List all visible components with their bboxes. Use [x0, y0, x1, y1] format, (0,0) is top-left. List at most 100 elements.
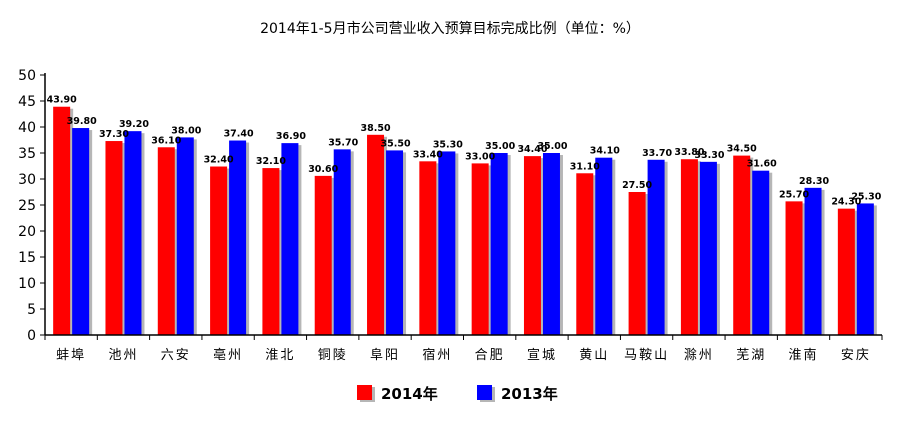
data-label-2013: 33.70	[642, 148, 672, 159]
legend-swatch	[477, 385, 492, 400]
data-label-2013: 34.10	[590, 146, 620, 157]
bar-red	[471, 163, 489, 335]
data-label-2014: 31.10	[570, 161, 600, 172]
bar-blue	[595, 157, 613, 335]
bar-red	[262, 168, 280, 335]
legend-swatch	[357, 385, 372, 400]
data-label-2014: 34.50	[727, 144, 757, 155]
x-tick-label: 黄山	[579, 348, 609, 363]
data-label-2014: 33.40	[413, 149, 443, 160]
bar-red	[680, 159, 698, 335]
bar-blue	[386, 150, 404, 335]
bar-red	[367, 134, 385, 335]
data-label-2013: 39.20	[119, 119, 149, 130]
data-label-2014: 32.10	[256, 156, 286, 167]
x-tick-label: 阜阳	[370, 347, 400, 363]
x-tick-label: 安庆	[841, 348, 871, 363]
x-tick-label: 宣城	[527, 347, 557, 363]
bar-red	[210, 166, 228, 335]
bar-blue	[490, 153, 508, 335]
y-tick-label: 35	[18, 146, 36, 162]
data-label-2013: 35.00	[537, 141, 567, 152]
legend-2014: 2014年	[357, 385, 438, 403]
y-tick-label: 50	[18, 68, 36, 84]
data-label-2014: 27.50	[622, 180, 652, 191]
x-tick-label: 芜湖	[736, 348, 766, 363]
x-tick-label: 六安	[161, 348, 191, 363]
data-label-2014: 30.60	[308, 164, 338, 175]
y-tick-label: 45	[18, 94, 36, 110]
data-label-2014: 38.50	[361, 123, 391, 134]
bar-blue	[752, 170, 770, 335]
data-label-2013: 35.00	[485, 141, 515, 152]
bar-blue	[542, 153, 560, 335]
data-label-2014: 43.90	[47, 95, 77, 106]
data-label-2013: 35.70	[328, 137, 358, 148]
x-tick-label: 合肥	[475, 348, 505, 363]
bar-red	[419, 161, 437, 335]
legend-2013: 2013年	[477, 385, 558, 403]
bar-blue	[229, 140, 247, 335]
data-label-2013: 35.30	[433, 139, 463, 150]
bar-blue	[176, 137, 194, 335]
data-label-2013: 38.00	[171, 125, 201, 136]
bar-blue	[699, 161, 717, 335]
legend-label: 2013年	[501, 385, 558, 403]
x-tick-label: 铜陵	[318, 348, 348, 363]
data-label-2013: 31.60	[747, 159, 777, 170]
bar-red	[53, 106, 71, 335]
y-tick-label: 10	[18, 276, 36, 292]
bar-blue	[647, 159, 665, 335]
bar-red	[314, 175, 332, 335]
data-label-2014: 32.40	[204, 155, 234, 166]
data-label-2013: 37.40	[224, 129, 254, 140]
data-label-2014: 24.30	[831, 197, 861, 208]
y-tick-label: 5	[27, 302, 36, 318]
x-tick-label: 滁州	[684, 347, 714, 363]
bar-blue	[804, 187, 822, 335]
bar-blue	[72, 128, 90, 335]
y-tick-label: 30	[18, 172, 36, 188]
bar-red	[785, 201, 803, 335]
bar-red	[628, 192, 646, 335]
bar-blue	[281, 143, 299, 335]
y-tick-label: 15	[18, 250, 36, 266]
bar-red	[733, 155, 751, 335]
bar-red	[576, 173, 594, 335]
bar-blue	[856, 203, 874, 335]
x-tick-label: 马鞍山	[624, 347, 669, 363]
data-label-2014: 36.10	[151, 135, 181, 146]
bar-red	[157, 147, 175, 335]
y-tick-label: 20	[18, 224, 36, 240]
data-label-2014: 33.80	[674, 147, 704, 158]
data-label-2014: 34.40	[517, 144, 547, 155]
bar-red	[105, 141, 123, 335]
x-tick-label: 蚌埠	[56, 348, 86, 363]
x-tick-label: 池州	[108, 348, 138, 363]
data-label-2014: 33.00	[465, 151, 495, 162]
y-tick-label: 25	[18, 198, 36, 214]
data-label-2013: 33.30	[694, 150, 724, 161]
legend-label: 2014年	[381, 385, 438, 403]
data-label-2013: 28.30	[799, 176, 829, 187]
bar-blue	[438, 151, 456, 335]
bar-red	[523, 156, 541, 335]
y-tick-label: 40	[18, 120, 36, 136]
bar-blue	[333, 149, 351, 335]
bar-blue	[124, 131, 142, 335]
bar-red	[837, 208, 855, 335]
data-label-2013: 35.50	[381, 138, 411, 149]
data-label-2013: 39.80	[67, 116, 97, 127]
chart-title: 2014年1-5月市公司营业收入预算目标完成比例（单位：%）	[260, 20, 640, 37]
y-tick-label: 0	[27, 328, 36, 344]
data-label-2014: 37.30	[99, 129, 129, 140]
data-label-2013: 36.90	[276, 131, 306, 142]
x-tick-label: 淮南	[789, 347, 819, 363]
data-label-2013: 25.30	[851, 191, 881, 202]
x-tick-label: 亳州	[213, 347, 243, 363]
data-label-2014: 25.70	[779, 189, 809, 200]
x-tick-label: 宿州	[422, 347, 452, 363]
x-tick-label: 淮北	[265, 348, 295, 363]
